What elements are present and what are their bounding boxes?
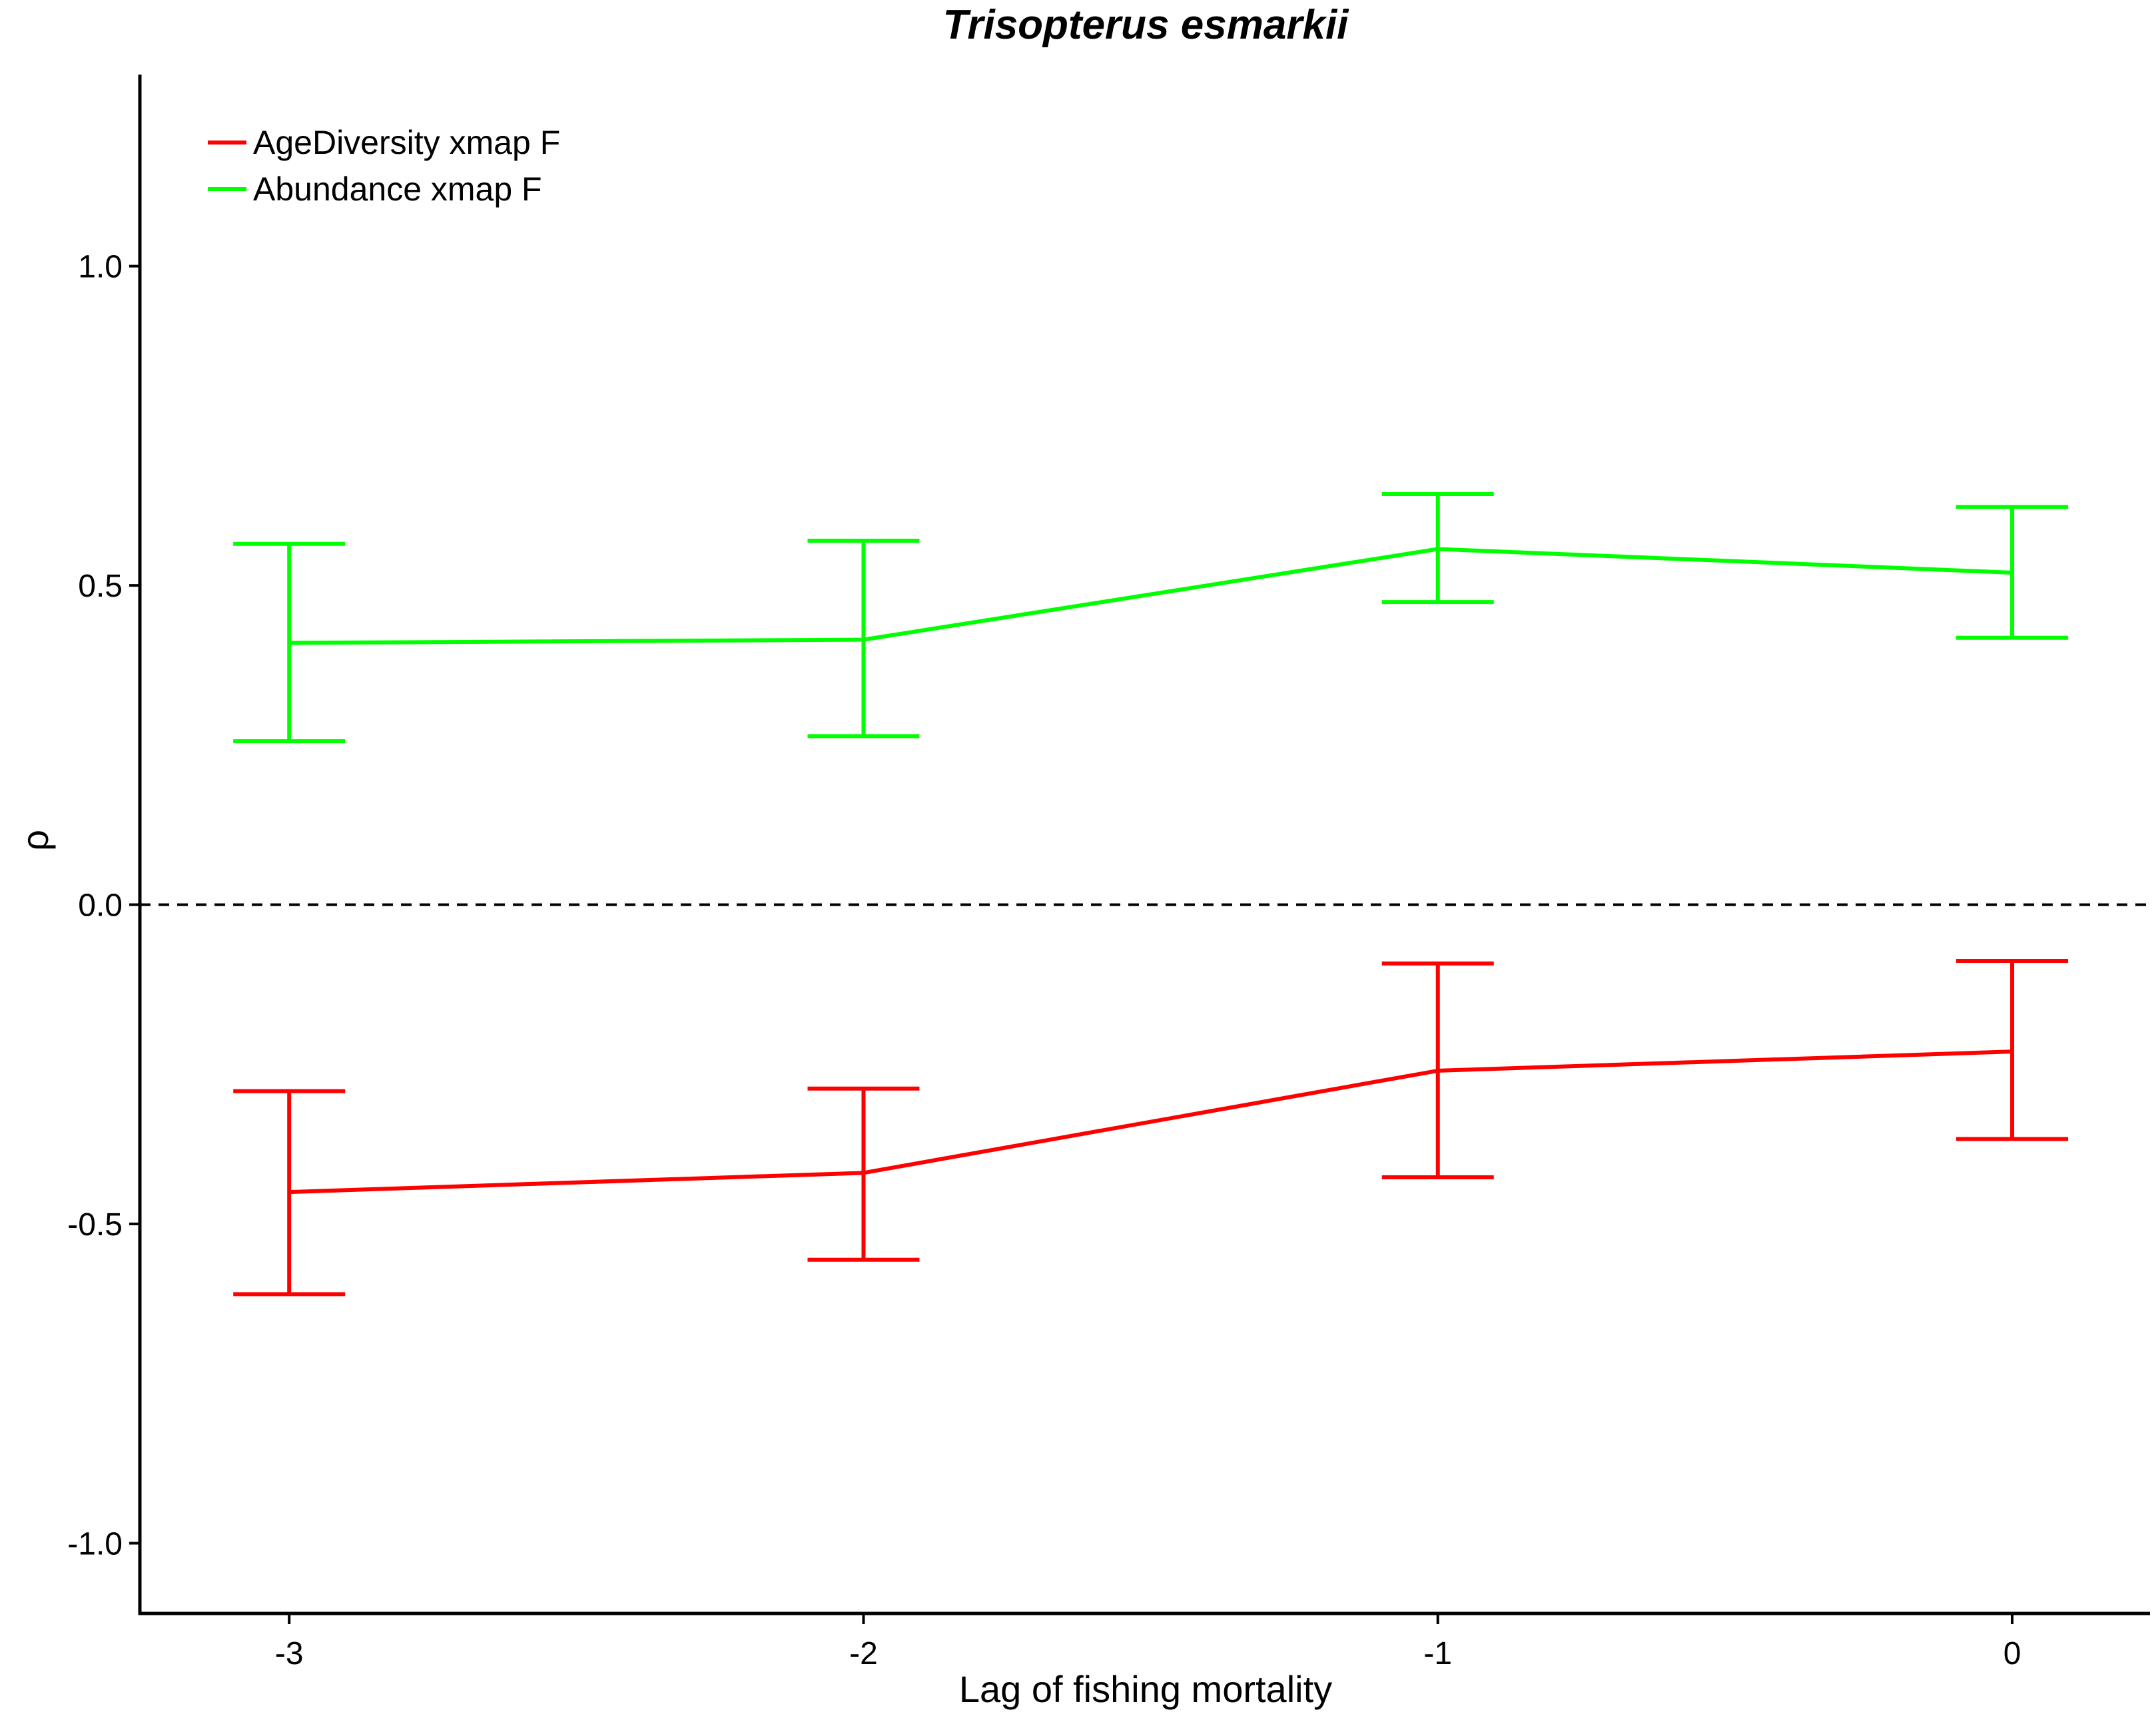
series-line	[289, 547, 2013, 645]
x-tick-label: -1	[1423, 1636, 1452, 1671]
y-tick-label: -1.0	[67, 1527, 123, 1562]
series-line	[289, 1049, 2013, 1195]
series-0	[233, 958, 2069, 1296]
legend-label: Abundance xmap F	[253, 170, 542, 208]
plot-area: -1.0 -0.5 0.0 0.5 1.0 -3 -2 -1 0	[67, 75, 2150, 1671]
x-axis-title: Lag of fishing mortality	[959, 1668, 1332, 1710]
x-tick-label: -2	[849, 1636, 878, 1671]
y-tick-label: 0.5	[78, 569, 123, 604]
legend-item-0: AgeDiversity xmap F	[208, 124, 560, 161]
legend-label: AgeDiversity xmap F	[253, 124, 560, 161]
legend: AgeDiversity xmap F Abundance xmap F	[208, 124, 560, 208]
y-tick-label: 1.0	[78, 250, 123, 285]
series-1	[233, 492, 2069, 744]
legend-item-1: Abundance xmap F	[208, 170, 542, 208]
x-tick-label: -3	[275, 1636, 304, 1671]
chart-title: Trisopterus esmarkii	[943, 2, 1350, 48]
y-axis-title: ρ	[14, 830, 56, 851]
y-tick-label: -0.5	[67, 1207, 123, 1243]
x-tick-label: 0	[2003, 1636, 2021, 1671]
y-tick-label: 0.0	[78, 888, 123, 924]
